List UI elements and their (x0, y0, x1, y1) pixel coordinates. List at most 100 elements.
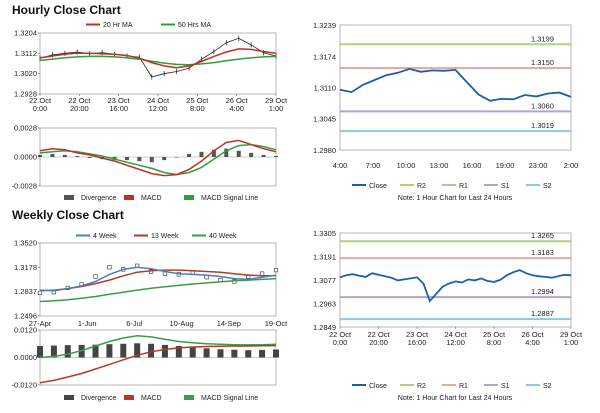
divergence-bar (231, 349, 238, 358)
hourly-section-title: Hourly Close Chart (12, 3, 121, 17)
level-label: 1.3150 (531, 58, 554, 67)
ma4-line (39, 266, 277, 292)
divergence-bar (274, 155, 278, 157)
x-tick-label: 16:00 (109, 104, 128, 113)
hourly-close-chart: 1.3239 1.3174 1.3110 1.3045 1.2980 1.3199 1.31… (313, 21, 578, 202)
x-tick-label: 24 Oct (147, 96, 170, 105)
y-tick-label: 1.3239 (313, 21, 336, 30)
x-tick-label: 0:00 (33, 104, 48, 113)
level-label: 1.2887 (531, 309, 554, 318)
x-tick-label: 7:00 (366, 161, 381, 170)
y-tick-label: 1.3020 (14, 69, 37, 78)
legend-label: Close (369, 383, 387, 390)
level-label: 1.3060 (531, 101, 554, 110)
divergence-bar (174, 157, 179, 158)
legend-swatch (184, 195, 194, 200)
legend-label: Divergence (81, 395, 117, 402)
x-tick-label: 12:00 (446, 338, 465, 347)
x-tick-label: 4:00 (333, 161, 348, 170)
y-tick-label: 1.3204 (14, 29, 37, 38)
price-candle (260, 271, 265, 276)
legend-label: 20 Hr MA (103, 22, 133, 29)
legend-label: R1 (459, 383, 468, 390)
y-tick-label: -0.0028 (12, 182, 37, 191)
y-tick-label: 1.3191 (313, 253, 336, 262)
macd-line (39, 344, 277, 384)
price-candle (37, 290, 43, 296)
y-tick-label: 1.3110 (314, 83, 336, 92)
x-tick-label: 27-Apr (29, 319, 52, 328)
x-tick-label: 26 Oct (521, 330, 544, 339)
divergence-bar (261, 154, 266, 157)
x-tick-label: 19-Oct (265, 319, 288, 328)
divergence-bar (64, 345, 71, 358)
y-tick-label: 1.3077 (313, 276, 336, 285)
y-tick-label: 1.3305 (313, 229, 336, 238)
divergence-bar (175, 346, 182, 358)
y-tick-label: 1.3520 (14, 239, 37, 248)
y-tick-label: 0.0000 (14, 353, 37, 362)
x-tick-label: 22 Oct (68, 96, 91, 105)
hourly-macd-chart: 0.0028 0.0000 -0.0028 Divergence MACD MACD Si… (12, 124, 278, 202)
divergence-bar (87, 157, 92, 159)
x-tick-label: 19:00 (496, 161, 515, 170)
level-label: 1.3199 (531, 34, 554, 43)
legend-swatch (124, 395, 134, 400)
divergence-bar (217, 349, 224, 358)
legend-label: S1 (501, 383, 510, 390)
divergence-bar (37, 346, 43, 358)
x-tick-label: 1:00 (564, 338, 579, 347)
legend-label: R2 (417, 383, 426, 390)
divergence-bar (92, 344, 99, 358)
divergence-bar (75, 155, 80, 157)
legend-swatch (124, 195, 134, 200)
y-tick-label: 1.3045 (313, 115, 336, 124)
x-tick-label: 4:00 (525, 338, 540, 347)
divergence-bar (148, 343, 155, 358)
level-label: 1.3019 (531, 121, 554, 130)
legend-label: R1 (459, 183, 468, 190)
x-tick-label: 2:00 (564, 161, 579, 170)
x-tick-label: 10-Aug (170, 319, 194, 328)
divergence-bar (224, 148, 229, 157)
ma40-line (39, 277, 277, 303)
x-tick-label: 13:00 (430, 161, 449, 170)
legend-swatch (64, 195, 74, 200)
y-tick-label: 1.3178 (14, 263, 37, 272)
x-tick-label: 25 Oct (186, 96, 209, 105)
x-tick-label: 22 Oct (367, 330, 390, 339)
x-tick-label: 22 Oct (29, 96, 52, 105)
divergence-bar (189, 347, 196, 358)
divergence-bar (203, 348, 210, 358)
close-line (339, 67, 572, 102)
x-tick-label: 23 Oct (406, 330, 429, 339)
divergence-bar (106, 344, 113, 358)
weekly-section-title: Weekly Close Chart (12, 208, 124, 222)
close-line (339, 269, 572, 303)
x-tick-label: 0:00 (333, 338, 348, 347)
divergence-bar (120, 343, 127, 358)
divergence-bar (236, 150, 241, 157)
divergence-bar (137, 157, 142, 162)
legend-label: R2 (417, 183, 426, 190)
legend-label: 50 Hrs MA (178, 22, 211, 29)
divergence-bar (245, 350, 252, 358)
legend-swatch (184, 395, 194, 400)
divergence-bar (161, 344, 168, 358)
divergence-bar (50, 153, 55, 157)
x-tick-label: 29 Oct (265, 96, 288, 105)
x-tick-label: 29 Oct (560, 330, 583, 339)
y-tick-label: 1.2496 (14, 312, 37, 321)
x-tick-label: 8:00 (190, 104, 205, 113)
signal-line (39, 143, 277, 176)
y-tick-label: 1.2963 (313, 300, 336, 309)
plot-frame (339, 24, 572, 151)
divergence-bar (259, 349, 266, 358)
chart-note: Note: 1 Hour Chart for Last 24 Hours (398, 195, 513, 202)
divergence-bar (249, 152, 254, 157)
y-tick-label: 0.0000 (14, 153, 37, 162)
legend-label: Divergence (81, 195, 117, 202)
plot-frame (39, 242, 277, 317)
y-tick-label: 1.3112 (15, 49, 37, 58)
